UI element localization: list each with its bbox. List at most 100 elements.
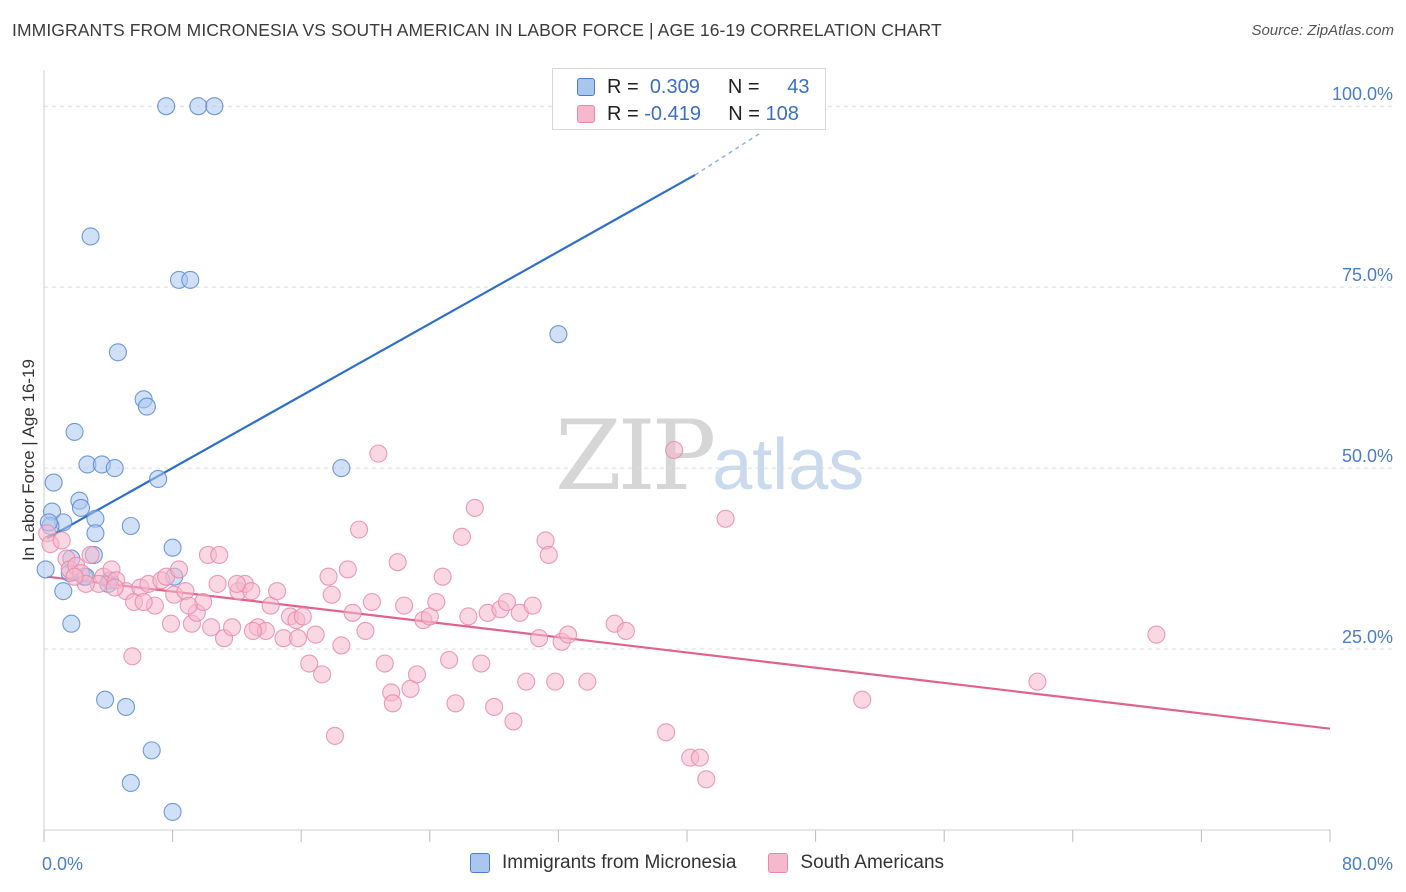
point-south-american bbox=[578, 672, 597, 691]
point-micronesia bbox=[163, 538, 182, 557]
x-tick-label: 80.0% bbox=[1342, 854, 1393, 874]
trend-lines bbox=[46, 133, 1331, 730]
point-south-american bbox=[665, 440, 684, 460]
point-micronesia bbox=[81, 227, 100, 246]
x-tick-label: 0.0% bbox=[42, 854, 83, 874]
series-label: South Americans bbox=[800, 852, 945, 873]
point-south-american bbox=[539, 545, 558, 565]
gridlines bbox=[44, 105, 1392, 650]
point-south-american bbox=[242, 582, 261, 601]
point-south-american bbox=[459, 607, 478, 626]
watermark-atlas: atlas bbox=[712, 425, 865, 505]
point-south-american bbox=[268, 582, 287, 601]
point-micronesia bbox=[116, 697, 136, 717]
legend-row-south-americans: R = -0.419 N = 108 bbox=[577, 102, 799, 126]
chart-title: IMMIGRANTS FROM MICRONESIA VS SOUTH AMER… bbox=[12, 20, 942, 40]
point-micronesia bbox=[137, 397, 156, 416]
point-south-american bbox=[52, 531, 71, 550]
point-south-american bbox=[616, 621, 635, 641]
trend-line-micronesia bbox=[46, 173, 696, 540]
point-south-american bbox=[1147, 625, 1166, 644]
trend-line-micronesia-extension bbox=[694, 133, 760, 176]
point-south-american bbox=[530, 629, 549, 648]
point-south-american bbox=[202, 618, 221, 637]
point-south-american bbox=[293, 607, 312, 626]
point-south-american bbox=[716, 509, 735, 528]
point-south-american bbox=[356, 621, 375, 641]
point-micronesia bbox=[44, 473, 63, 492]
point-south-american bbox=[223, 618, 242, 637]
point-south-american bbox=[523, 596, 542, 615]
y-axis-title: In Labor Force | Age 16-19 bbox=[19, 359, 38, 561]
point-micronesia bbox=[108, 343, 127, 362]
point-south-american bbox=[343, 603, 362, 622]
legend-r-label: R = bbox=[607, 75, 639, 98]
point-south-american bbox=[134, 592, 153, 612]
point-micronesia bbox=[332, 459, 351, 478]
correlation-legend: R = 0.309 N = 43 R = -0.419 N = 108 bbox=[552, 68, 826, 130]
point-micronesia bbox=[181, 270, 200, 289]
point-south-american bbox=[465, 498, 484, 517]
point-micronesia bbox=[105, 459, 124, 478]
point-south-american bbox=[440, 650, 459, 669]
point-south-american bbox=[395, 596, 414, 615]
series-legend-item-micronesia[interactable]: Immigrants from Micronesia bbox=[470, 852, 736, 874]
legend-r-label: R = bbox=[607, 102, 639, 125]
legend-n-value: 43 bbox=[787, 75, 810, 98]
series-legend: Immigrants from Micronesia South America… bbox=[470, 852, 976, 874]
point-south-american bbox=[657, 723, 676, 742]
point-south-american bbox=[362, 592, 381, 612]
series-swatch-pink bbox=[768, 853, 789, 873]
point-south-american bbox=[208, 574, 227, 593]
point-south-american bbox=[472, 654, 491, 673]
point-south-american bbox=[558, 625, 578, 644]
point-south-american bbox=[322, 585, 341, 604]
watermark-zip: ZIP bbox=[555, 400, 716, 512]
point-micronesia bbox=[189, 97, 208, 116]
point-south-american bbox=[319, 567, 338, 586]
point-south-american bbox=[517, 672, 536, 691]
legend-swatch-pink bbox=[577, 105, 595, 123]
point-micronesia bbox=[157, 97, 176, 116]
point-south-american bbox=[690, 748, 709, 767]
point-micronesia bbox=[163, 802, 182, 821]
point-south-american bbox=[179, 596, 198, 615]
point-south-american bbox=[853, 690, 872, 709]
legend-n-label: N = bbox=[728, 102, 760, 125]
point-south-american bbox=[338, 560, 357, 579]
point-south-american bbox=[504, 712, 523, 731]
series-legend-item-south-americans[interactable]: South Americans bbox=[768, 852, 944, 874]
point-south-american bbox=[388, 553, 407, 572]
point-south-american bbox=[433, 567, 452, 586]
legend-r-value: -0.419 bbox=[644, 102, 701, 125]
legend-n-value: 108 bbox=[765, 102, 799, 125]
point-south-american bbox=[227, 574, 246, 593]
scatter-points bbox=[36, 97, 1166, 821]
y-tick-label: 100.0% bbox=[1332, 84, 1393, 104]
point-south-american bbox=[325, 726, 345, 745]
point-micronesia bbox=[149, 469, 168, 489]
point-south-american bbox=[407, 665, 426, 684]
point-micronesia bbox=[549, 325, 568, 344]
point-micronesia bbox=[205, 97, 224, 116]
trend-line-south-americans bbox=[47, 575, 1331, 730]
point-micronesia bbox=[86, 524, 105, 543]
series-swatch-blue bbox=[470, 853, 490, 873]
point-south-american bbox=[210, 545, 229, 565]
point-south-american bbox=[332, 636, 351, 655]
point-micronesia bbox=[96, 690, 115, 709]
point-micronesia bbox=[65, 422, 84, 441]
watermark: ZIPatlas bbox=[555, 400, 864, 512]
point-south-american bbox=[123, 647, 142, 666]
point-south-american bbox=[697, 770, 716, 789]
y-tick-label: 75.0% bbox=[1342, 265, 1393, 285]
point-south-american bbox=[243, 621, 263, 641]
point-south-american bbox=[375, 654, 394, 673]
point-south-american bbox=[65, 567, 84, 586]
axes bbox=[43, 70, 1331, 842]
point-south-american bbox=[485, 697, 504, 717]
point-micronesia bbox=[121, 773, 140, 793]
point-south-american bbox=[350, 520, 369, 539]
legend-r-value: 0.309 bbox=[649, 75, 700, 98]
y-tick-label: 50.0% bbox=[1342, 446, 1393, 466]
